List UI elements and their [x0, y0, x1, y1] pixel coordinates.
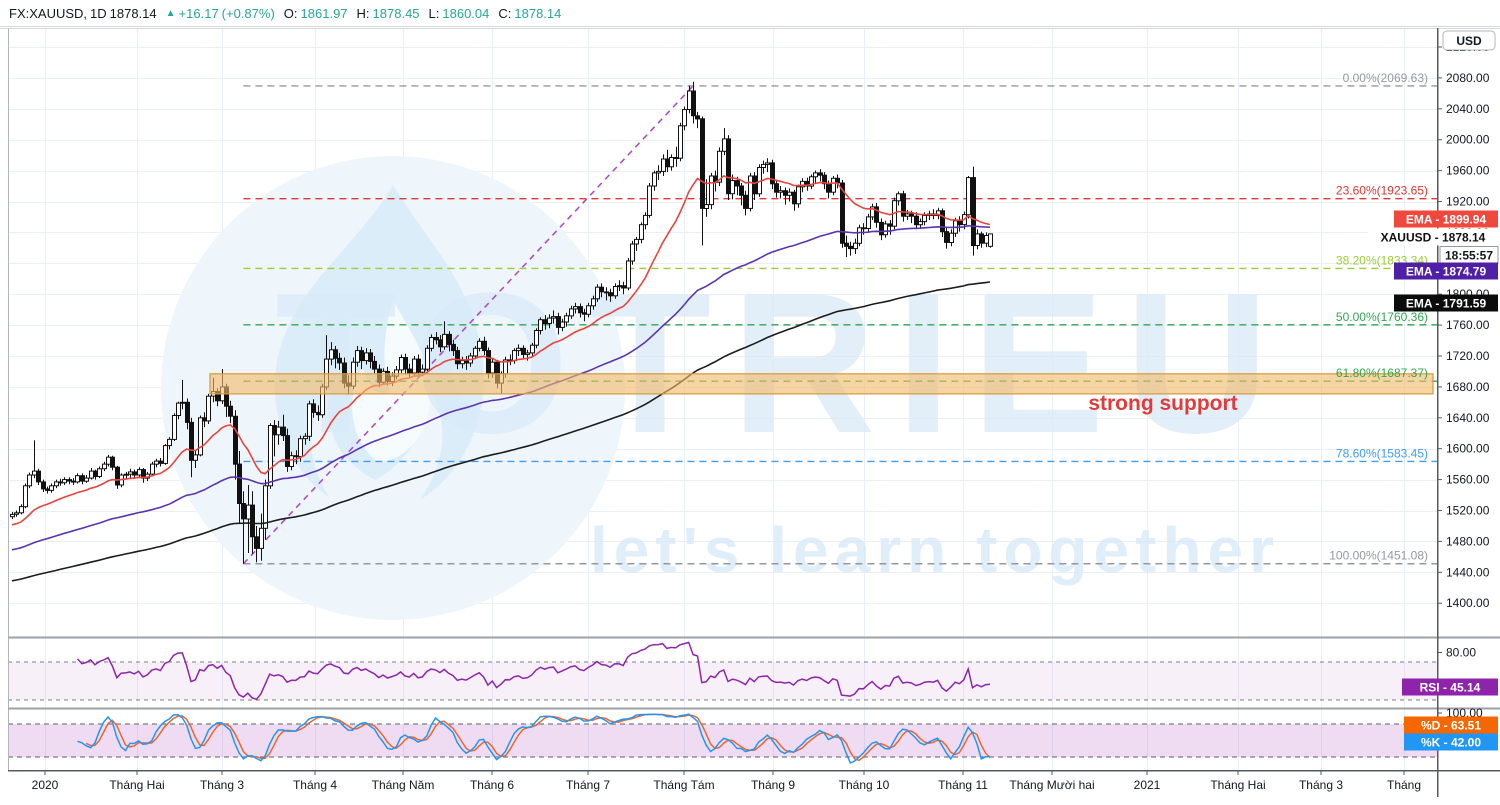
svg-text:80.00: 80.00 [1446, 646, 1476, 660]
high-value: 1878.45 [372, 5, 420, 21]
flame-logo-icon [275, 185, 484, 500]
ema-20-line [11, 174, 991, 526]
svg-text:100.00%(1451.08): 100.00%(1451.08) [1329, 549, 1428, 563]
ema-170-line [11, 281, 991, 582]
low-label: L: [428, 5, 440, 21]
svg-text:RSI - 45.14: RSI - 45.14 [1420, 681, 1481, 695]
svg-text:Tháng Năm: Tháng Năm [372, 778, 435, 792]
support-zone[interactable]: strong support [209, 373, 1434, 415]
svg-text:Tháng 3: Tháng 3 [1299, 778, 1343, 792]
stoch-d-value-label: %D - 63.51 [1404, 716, 1498, 734]
svg-text:Tháng 3: Tháng 3 [200, 778, 244, 792]
svg-text:Tháng Hai: Tháng Hai [1210, 778, 1265, 792]
open-label: O: [283, 5, 298, 21]
svg-text:2080.00: 2080.00 [1446, 71, 1490, 85]
up-triangle-icon: ▲ [165, 7, 176, 19]
svg-text:78.60%(1583.45): 78.60%(1583.45) [1336, 446, 1428, 460]
strong-support-annotation: strong support [1088, 392, 1237, 415]
svg-text:Tháng 11: Tháng 11 [938, 778, 988, 792]
svg-text:Tháng: Tháng [1387, 778, 1421, 792]
price-change: +16.17 [178, 5, 219, 21]
ema-80-line [11, 224, 991, 551]
ema-slow-value-label: EMA - 1791.59 [1394, 294, 1498, 312]
svg-text:EMA - 1899.94: EMA - 1899.94 [1406, 213, 1487, 227]
timeframe[interactable]: 1D [90, 5, 107, 21]
stoch-k-line [77, 713, 990, 764]
svg-text:1440.00: 1440.00 [1446, 565, 1490, 579]
svg-text:2021: 2021 [1134, 778, 1161, 792]
svg-text:XAUUSD - 1878.14: XAUUSD - 1878.14 [1381, 231, 1486, 245]
chart-area[interactable]: TOTRIEU let's learn together strong suppor… [0, 27, 1500, 800]
svg-text:USD: USD [1456, 34, 1482, 48]
symbol-name[interactable]: FX:XAUUSD, [9, 5, 88, 21]
rsi-panel[interactable] [8, 641, 1437, 701]
rsi-line [76, 641, 991, 701]
svg-text:2020: 2020 [32, 778, 59, 792]
svg-text:1760.00: 1760.00 [1446, 318, 1490, 332]
watermark-slogan: let's learn together [590, 514, 1280, 586]
svg-text:1600.00: 1600.00 [1446, 442, 1490, 456]
svg-text:Tháng 10: Tháng 10 [839, 778, 890, 792]
svg-text:1920.00: 1920.00 [1446, 195, 1490, 209]
price-change-pct: (+0.87%) [221, 5, 275, 21]
high-label: H: [356, 5, 370, 21]
svg-text:Tháng 6: Tháng 6 [470, 778, 514, 792]
low-value: 1860.04 [442, 5, 490, 21]
svg-text:1720.00: 1720.00 [1446, 349, 1490, 363]
svg-text:61.80%(1687.37): 61.80%(1687.37) [1336, 366, 1428, 380]
rsi-value-label: RSI - 45.14 [1402, 678, 1498, 696]
panel-frame [0, 28, 1500, 797]
svg-text:2000.00: 2000.00 [1446, 133, 1490, 147]
stochastic-panel[interactable] [8, 713, 1437, 764]
ema-fast-value-label: EMA - 1899.94 [1394, 210, 1498, 228]
svg-text:Tháng 9: Tháng 9 [751, 778, 795, 792]
svg-text:1960.00: 1960.00 [1446, 164, 1490, 178]
fib-labels: 0.00%(2069.63)23.60%(1923.65)38.20%(1833… [1329, 71, 1428, 563]
svg-text:1560.00: 1560.00 [1446, 473, 1490, 487]
svg-text:1640.00: 1640.00 [1446, 411, 1490, 425]
svg-text:2040.00: 2040.00 [1446, 102, 1490, 116]
svg-text:0.00%(2069.63): 0.00%(2069.63) [1343, 71, 1428, 85]
close-value: 1878.14 [514, 5, 562, 21]
currency-toggle-button[interactable]: USD [1442, 30, 1496, 51]
svg-text:1400.00: 1400.00 [1446, 596, 1490, 610]
last-price-value-label: XAUUSD - 1878.14 [1368, 228, 1498, 246]
svg-text:%D - 63.51: %D - 63.51 [1421, 719, 1481, 733]
svg-text:1480.00: 1480.00 [1446, 534, 1490, 548]
stoch-k-value-label: %K - 42.00 [1404, 733, 1498, 751]
svg-text:EMA - 1791.59: EMA - 1791.59 [1406, 297, 1487, 311]
svg-text:50.00%(1760.36): 50.00%(1760.36) [1336, 310, 1428, 324]
open-value: 1861.97 [300, 5, 348, 21]
bar-countdown-label: 18:55:57 [1439, 246, 1499, 264]
svg-text:23.60%(1923.65): 23.60%(1923.65) [1336, 184, 1428, 198]
svg-text:1680.00: 1680.00 [1446, 380, 1490, 394]
svg-text:Tháng Hai: Tháng Hai [109, 778, 164, 792]
ema-mid-value-label: EMA - 1874.79 [1394, 262, 1498, 280]
svg-text:%K - 42.00: %K - 42.00 [1421, 736, 1481, 750]
svg-text:Tháng Tám: Tháng Tám [653, 778, 714, 792]
time-axis[interactable]: 2020 Tháng Hai Tháng 3 Tháng 4 Tháng Năm Thán… [32, 770, 1421, 792]
svg-text:Tháng Mười hai: Tháng Mười hai [1009, 778, 1094, 792]
svg-text:Tháng 7: Tháng 7 [566, 778, 610, 792]
last-price: 1878.14 [109, 5, 157, 21]
svg-text:18:55:57: 18:55:57 [1445, 249, 1493, 263]
svg-text:1520.00: 1520.00 [1446, 504, 1490, 518]
close-label: C: [498, 5, 512, 21]
price-axis[interactable]: 2120.002080.002040.002000.001960.001920.… [1437, 40, 1490, 610]
ema-overlays [11, 174, 991, 582]
svg-text:EMA - 1874.79: EMA - 1874.79 [1406, 265, 1487, 279]
svg-text:Tháng 4: Tháng 4 [293, 778, 337, 792]
symbol-info-bar: FX:XAUUSD, 1D 1878.14 ▲ +16.17 (+0.87%) … [0, 0, 1500, 27]
